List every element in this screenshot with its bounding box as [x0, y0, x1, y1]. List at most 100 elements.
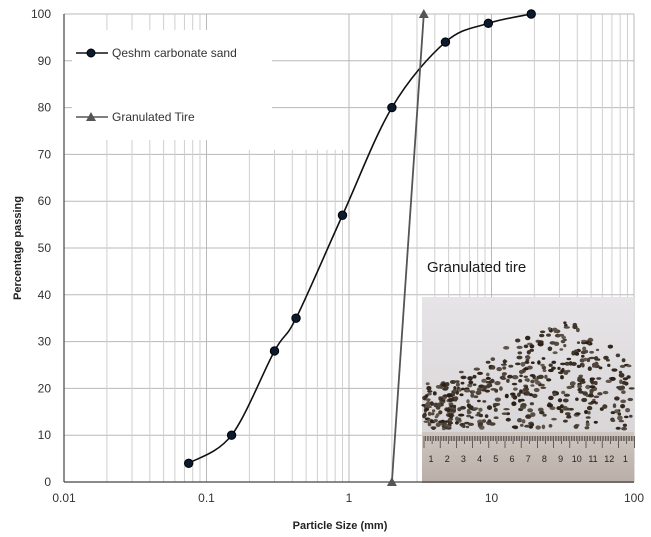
- data-point-sand: [291, 313, 301, 323]
- tire-granule: [452, 404, 457, 409]
- tire-granule: [540, 386, 547, 389]
- tire-granule: [570, 381, 576, 386]
- data-point-sand: [387, 102, 397, 113]
- tire-granule: [477, 371, 483, 375]
- tire-granule: [453, 398, 458, 402]
- data-point-sand: [526, 9, 536, 19]
- x-axis-title: Particle Size (mm): [293, 520, 388, 532]
- tire-granule: [430, 412, 435, 416]
- ruler-number: 3: [461, 454, 466, 464]
- tire-granule: [560, 339, 566, 344]
- tire-granule: [629, 414, 633, 418]
- tire-granule: [574, 352, 580, 356]
- tire-granule: [511, 401, 517, 407]
- tire-granule: [452, 388, 457, 393]
- tire-granule: [539, 333, 545, 338]
- tire-granule: [494, 388, 499, 393]
- tire-granule: [610, 411, 616, 415]
- tire-granule: [563, 321, 567, 325]
- tire-granule: [459, 393, 464, 397]
- x-tick-label: 10: [485, 491, 499, 505]
- tire-granule: [581, 378, 585, 382]
- tire-granule: [517, 392, 521, 397]
- tire-granule: [427, 392, 432, 396]
- tire-granule: [515, 362, 521, 366]
- tire-granule: [593, 395, 600, 399]
- tire-granule: [617, 412, 622, 416]
- tire-granule: [547, 327, 552, 331]
- tire-granule: [446, 393, 453, 398]
- tire-granule: [592, 398, 596, 402]
- tire-granule: [529, 423, 535, 427]
- tire-granule: [466, 414, 471, 418]
- y-tick-label: 80: [38, 101, 52, 115]
- tire-granule: [584, 410, 588, 414]
- tire-granule: [532, 393, 538, 398]
- tire-granule: [523, 375, 528, 378]
- tire-granule: [471, 390, 476, 393]
- series-line-tire: [390, 14, 425, 482]
- data-point-tire: [418, 9, 429, 18]
- tire-granule: [605, 380, 612, 383]
- y-tick-label: 10: [38, 428, 52, 442]
- tire-granule: [576, 341, 581, 344]
- tire-granule: [512, 375, 519, 380]
- tire-granule: [426, 386, 432, 391]
- tire-granule: [461, 387, 465, 391]
- y-tick-label: 100: [31, 7, 51, 21]
- tire-granule: [481, 378, 487, 383]
- tire-granule: [438, 410, 443, 415]
- tire-granule: [547, 346, 553, 352]
- tire-granule: [549, 341, 556, 345]
- tire-granule: [425, 405, 432, 409]
- tire-granule: [435, 385, 441, 389]
- tire-granule: [566, 385, 573, 390]
- tire-granule: [518, 379, 523, 383]
- tire-granule: [427, 390, 433, 393]
- tire-granule: [620, 404, 626, 409]
- tire-granule: [506, 378, 510, 383]
- tire-granule: [511, 425, 518, 429]
- tire-granule: [505, 417, 511, 422]
- tire-granule: [546, 403, 554, 408]
- tire-granule: [520, 423, 524, 427]
- data-point-sand: [337, 210, 348, 220]
- tire-granule: [589, 350, 594, 354]
- tire-granule: [582, 346, 587, 352]
- tire-granule: [581, 397, 588, 403]
- tire-granule: [504, 393, 509, 399]
- tire-granule: [587, 366, 592, 372]
- tire-granule: [603, 355, 609, 360]
- tire-granule: [437, 402, 442, 407]
- tire-granule: [517, 351, 523, 355]
- tire-granule: [619, 364, 626, 368]
- tire-granule: [460, 375, 467, 380]
- tire-granule: [503, 346, 510, 350]
- legend-label-tire: Granulated Tire: [112, 110, 195, 124]
- y-tick-label: 30: [38, 335, 52, 349]
- tire-granule: [576, 327, 580, 333]
- tire-granule: [539, 410, 545, 415]
- tire-granule: [622, 423, 628, 427]
- tire-granule: [593, 420, 598, 424]
- tire-granule: [551, 360, 557, 364]
- tire-granule: [529, 344, 535, 349]
- tire-granule: [454, 380, 460, 383]
- tire-granule: [580, 350, 587, 355]
- tire-granule: [423, 420, 430, 424]
- y-tick-label: 0: [44, 475, 51, 489]
- tire-granule: [481, 385, 488, 390]
- tire-granule: [537, 407, 544, 412]
- tire-granule: [561, 390, 566, 395]
- tire-granule: [588, 393, 594, 398]
- tire-granule: [519, 389, 523, 394]
- tire-granule: [586, 405, 593, 411]
- tire-granule: [516, 355, 523, 360]
- y-tick-label: 90: [38, 54, 52, 68]
- ruler-number: 10: [572, 454, 582, 464]
- tire-granule: [484, 389, 490, 393]
- tire-granule: [581, 354, 585, 358]
- data-point-sand: [269, 346, 280, 356]
- tire-granule: [467, 376, 473, 381]
